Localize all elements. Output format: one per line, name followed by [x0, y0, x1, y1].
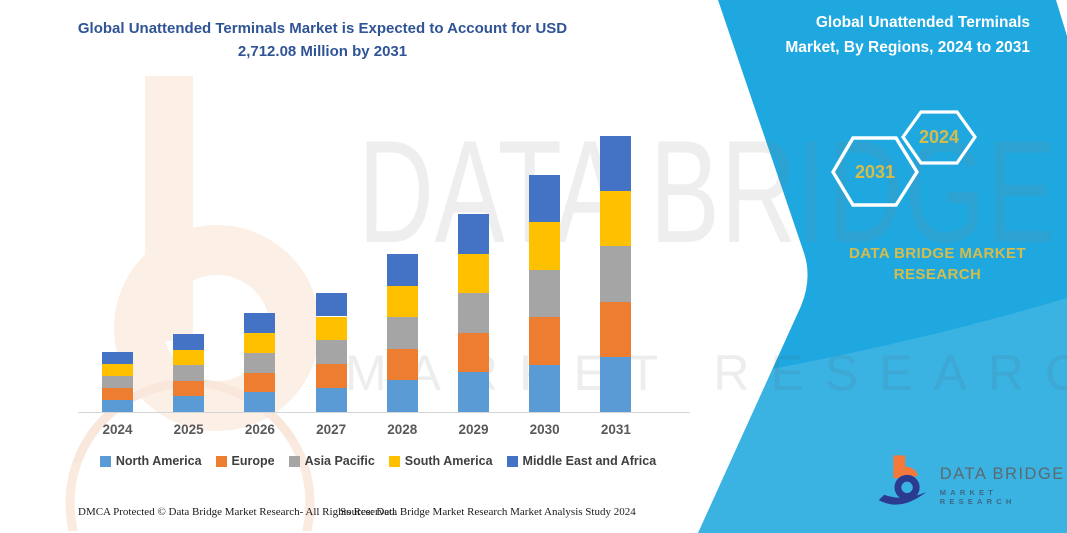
bar-segment-2028-middle-east-and-africa: [386, 253, 418, 286]
hexagon-2024-label: 2024: [919, 127, 959, 147]
hexagon-badges: 2031 2024: [831, 110, 977, 207]
bar-segment-2028-europe: [386, 348, 418, 381]
bar-segment-2028-north-america: [386, 380, 418, 412]
chart-legend: North America Europe Asia Pacific South Ame…: [53, 454, 703, 468]
panel-heading-line1: Global Unattended Terminals: [815, 14, 1030, 31]
bar-segment-2029-europe: [458, 332, 489, 373]
legend-swatch: [506, 455, 518, 467]
chart-title: Global Unattended Terminals Market is Ex…: [40, 17, 605, 63]
footer-source: Source: Data Bridge Market Research Mark…: [340, 506, 636, 518]
bar-segment-2031-north-america: [600, 356, 632, 412]
bar-segment-2029-middle-east-and-africa: [458, 214, 489, 254]
bar-segment-2031-middle-east-and-africa: [600, 135, 632, 192]
legend-label: South America: [404, 454, 493, 468]
bar-segment-2031-asia-pacific: [600, 246, 632, 302]
x-axis-label-2030: 2030: [529, 422, 560, 437]
legend-label: North America: [115, 454, 202, 468]
chart-title-line1: Global Unattended Terminals Market is Ex…: [77, 20, 568, 37]
legend-label: Middle East and Africa: [522, 454, 657, 468]
hexagon-2031-label: 2031: [855, 162, 895, 182]
bar-segment-2030-south-america: [529, 222, 561, 270]
legend-item-south-america: South America: [388, 454, 493, 468]
brand-text-line1: DATA BRIDGE MARKET: [849, 245, 1026, 262]
legend-item-europe: Europe: [215, 454, 275, 468]
brand-text: DATA BRIDGE MARKET RESEARCH: [810, 243, 1065, 285]
bar-segment-2028-south-america: [386, 285, 418, 318]
legend-swatch: [288, 455, 300, 467]
x-axis-label-2028: 2028: [387, 422, 418, 437]
legend-item-asia-pacific: Asia Pacific: [288, 454, 375, 468]
bar-segment-2031-europe: [600, 301, 632, 357]
company-logo-icon: [878, 455, 927, 505]
legend-label: Europe: [231, 454, 275, 468]
panel-heading: Global Unattended Terminals Market, By R…: [720, 10, 1030, 60]
legend-swatch: [215, 455, 227, 467]
logo-name: DATA BRIDGE: [939, 465, 1065, 483]
bar-segment-2030-asia-pacific: [529, 269, 561, 318]
corner-notch: [1056, 0, 1067, 36]
bar-segment-2030-europe: [529, 317, 561, 365]
bar-segment-2029-asia-pacific: [458, 293, 489, 333]
x-axis-line: [78, 412, 690, 413]
brand-text-line2: RESEARCH: [893, 266, 982, 283]
bar-segment-2029-south-america: [458, 253, 489, 294]
legend-item-north-america: North America: [99, 454, 202, 468]
bar-segment-2029-north-america: [458, 372, 489, 412]
bar-segment-2031-south-america: [600, 191, 632, 247]
legend-item-middle-east-and-africa: Middle East and Africa: [506, 454, 657, 468]
bar-segment-2030-middle-east-and-africa: [529, 174, 561, 223]
x-axis-label-2031: 2031: [600, 422, 631, 437]
chart-title-line2: 2,712.08 Million by 2031: [237, 43, 408, 60]
x-axis-label-2029: 2029: [458, 422, 489, 437]
watermark-sub-text: MARKET RESEARCH: [345, 345, 1067, 401]
legend-swatch: [388, 455, 400, 467]
logo-subtitle: MARKET RESEARCH: [939, 488, 1016, 506]
company-logo-text: DATA BRIDGE MARKET RESEARCH: [940, 450, 1067, 506]
company-logo: DATA BRIDGE MARKET RESEARCH: [876, 450, 1067, 512]
footer-dmca: DMCA Protected © Data Bridge Market Rese…: [78, 506, 398, 518]
legend-swatch: [99, 455, 111, 467]
bar-segment-2030-north-america: [529, 364, 561, 412]
legend-label: Asia Pacific: [304, 454, 375, 468]
panel-heading-line2: Market, By Regions, 2024 to 2031: [785, 39, 1030, 56]
bar-segment-2028-asia-pacific: [386, 317, 418, 349]
